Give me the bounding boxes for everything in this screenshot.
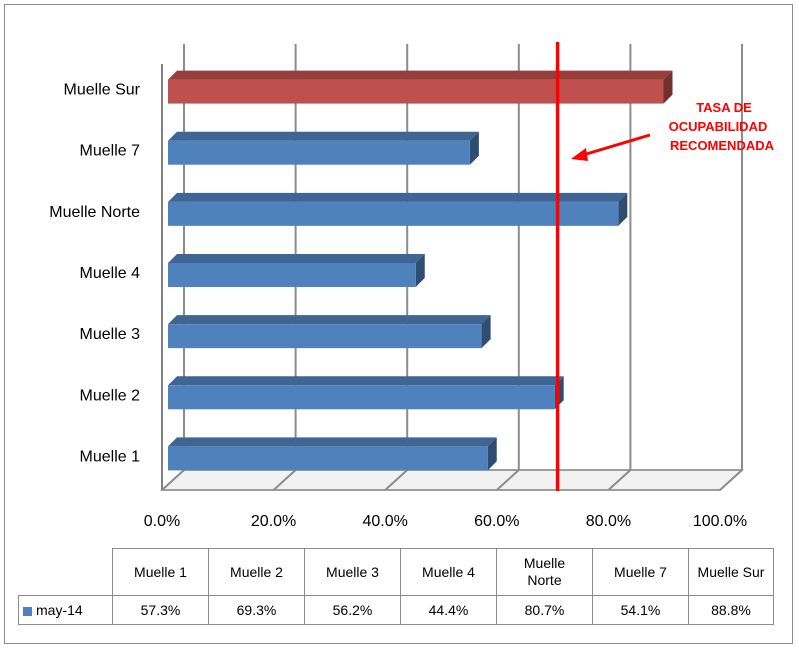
gridline-4 (607, 44, 632, 491)
table-header-cell: Muelle 2 (208, 548, 305, 596)
table-value-cell: 56.2% (304, 595, 401, 625)
x-tick-label: 60.0% (474, 513, 519, 530)
table-header-cell: Muelle 7 (592, 548, 689, 596)
table-corner (18, 548, 113, 596)
table-value-cell: 88.8% (688, 595, 774, 625)
gridline-3 (496, 44, 520, 491)
bar-muelle-4 (168, 254, 425, 287)
bar-top-face (168, 131, 479, 141)
category-label: Muelle Sur (64, 82, 141, 99)
bar-top-face (168, 70, 673, 80)
bar-muelle-norte (168, 192, 628, 226)
table-header-cell: Muelle Norte (496, 548, 593, 596)
bar-muelle-2 (168, 376, 564, 410)
table-value-cell: 54.1% (592, 595, 689, 625)
table-value-cell: 57.3% (112, 595, 209, 625)
bar-end-face (481, 315, 491, 349)
table-value-row: may-14 57.3% 69.3% 56.2% 44.4% 80.7% 54.1% 88.8… (18, 595, 774, 625)
x-tick-label: 0.0% (144, 513, 180, 530)
annotation-arrow-shaft (582, 133, 651, 157)
bar-front-face (168, 140, 470, 165)
bar-front-face (168, 324, 482, 349)
bar-end-face (663, 70, 673, 104)
bar-top-face (168, 315, 491, 325)
table-value-cell: 80.7% (496, 595, 593, 625)
bar-end-face (469, 131, 479, 165)
category-label: Muelle 4 (80, 265, 141, 282)
legend-cell: may-14 (18, 595, 113, 625)
data-table: Muelle 1 Muelle 2 Muelle 3 Muelle 4 Muelle No… (18, 548, 774, 625)
legend-label: may-14 (36, 602, 83, 618)
x-tick-label: 20.0% (251, 513, 296, 530)
legend-swatch (23, 606, 32, 616)
category-label: Muelle 7 (80, 143, 141, 160)
bar-top-face (168, 192, 628, 202)
bar-muelle-sur (168, 70, 673, 104)
table-value-cell: 69.3% (208, 595, 305, 625)
annotation-label-line: OCUPABILIDAD (669, 119, 768, 134)
bar-front-face (168, 385, 555, 410)
plot-floor (160, 469, 744, 491)
annotation-label-line: RECOMENDADA (670, 138, 775, 153)
category-label: Muelle 1 (80, 448, 141, 465)
table-header-cell: Muelle 4 (400, 548, 497, 596)
category-label: Muelle 2 (80, 387, 141, 404)
x-tick-label: 80.0% (586, 513, 631, 530)
bar-muelle-3 (168, 315, 491, 349)
category-labels: Muelle 1 Muelle 2 Muelle 3 Muelle 4 Muelle N… (49, 82, 140, 466)
table-header-cell: Muelle 3 (304, 548, 401, 596)
table-value-cell: 44.4% (400, 595, 497, 625)
table-header-row: Muelle 1 Muelle 2 Muelle 3 Muelle 4 Muelle No… (18, 548, 774, 596)
bar-top-face (168, 254, 425, 263)
annotation: TASA DE OCUPABILIDAD RECOMENDADA (571, 100, 775, 161)
bar-front-face (168, 446, 488, 471)
bar-front-face (168, 201, 619, 226)
x-tick-label: 40.0% (363, 513, 408, 530)
bar-end-face (415, 254, 425, 287)
annotation-label-line: TASA DE (696, 100, 752, 115)
bar-front-face (168, 263, 416, 287)
gridline-5 (719, 44, 743, 491)
bars (168, 70, 673, 471)
bar-muelle-1 (168, 437, 497, 471)
x-tick-label: 100.0% (693, 513, 747, 530)
table-header-cell: Muelle Sur (688, 548, 774, 596)
bar-muelle-7 (168, 131, 479, 165)
bar-top-face (168, 437, 497, 447)
bar-end-face (487, 437, 497, 471)
annotation-arrowhead (571, 148, 588, 161)
category-label: Muelle 3 (80, 326, 141, 343)
table-header-cell: Muelle 1 (112, 548, 209, 596)
bar-end-face (618, 192, 628, 226)
x-tick-labels: 0.0% 20.0% 40.0% 60.0% 80.0% 100.0% (144, 513, 747, 530)
category-label: Muelle Norte (49, 204, 140, 221)
bar-top-face (168, 376, 564, 386)
bar-front-face (168, 79, 664, 104)
